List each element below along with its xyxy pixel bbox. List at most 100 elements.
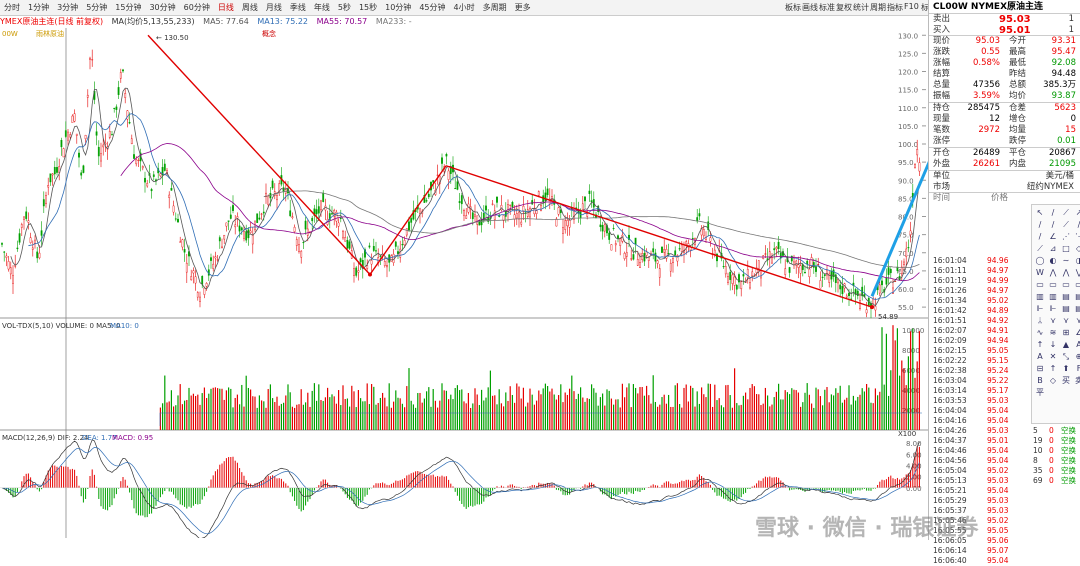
draw-tool-icon[interactable]: ⋀ <box>1062 268 1070 277</box>
draw-tool-icon[interactable]: ◇ <box>1049 376 1057 385</box>
draw-tool-icon[interactable]: ▤ <box>1075 304 1080 313</box>
period-tab[interactable]: 更多 <box>514 3 531 12</box>
toolbar-button[interactable]: 复权 <box>836 3 852 12</box>
draw-tool-icon[interactable]: ≋ <box>1049 328 1057 337</box>
draw-tool-icon[interactable]: ↖ <box>1036 208 1044 217</box>
draw-tool-icon[interactable]: ▤ <box>1062 292 1070 301</box>
draw-tool-icon[interactable]: ⟋ <box>1037 244 1043 253</box>
draw-tool-icon[interactable]: □ <box>1062 244 1070 253</box>
period-tab[interactable]: 15分钟 <box>115 3 142 12</box>
toolbar-button[interactable]: F10 <box>904 2 919 11</box>
toolbar-button[interactable]: 周期 <box>870 3 886 12</box>
draw-tool-icon[interactable]: ⋎ <box>1050 316 1056 325</box>
draw-tool-icon[interactable]: ◑ <box>1075 256 1080 265</box>
chart-svg[interactable]: 130.0 125.0 120.0 115.0 110.0 105.0 100.0 95.0 9… <box>0 28 958 540</box>
toolbar-button[interactable]: 指标 <box>887 3 903 12</box>
period-tab[interactable]: 1分钟 <box>28 3 50 12</box>
draw-tool-icon[interactable]: A <box>1037 352 1043 361</box>
toolbar-button[interactable]: 板标 <box>785 3 801 12</box>
draw-tool-icon[interactable]: ⋎ <box>1076 316 1080 325</box>
draw-tool-icon[interactable]: ⊩ <box>1049 304 1057 313</box>
period-tab[interactable]: 5分钟 <box>86 3 108 12</box>
volume-bar <box>804 392 806 430</box>
draw-tool-icon[interactable]: ▭ <box>1049 280 1057 289</box>
draw-tool-icon[interactable]: ∠ <box>1075 328 1080 337</box>
draw-tool-icon[interactable]: ▤ <box>1075 292 1080 301</box>
draw-tool-icon[interactable]: ↗ <box>1075 208 1080 217</box>
draw-tool-icon[interactable]: / <box>1038 232 1042 241</box>
draw-tool-icon[interactable]: ⊕ <box>1075 352 1080 361</box>
draw-tool-icon[interactable]: ⋱ <box>1075 232 1080 241</box>
candle-body <box>172 205 175 213</box>
period-tab[interactable]: 45分钟 <box>419 3 446 12</box>
tick-time: 16:03:04 <box>933 376 967 385</box>
period-tab[interactable]: 30分钟 <box>149 3 176 12</box>
toolbar-button[interactable]: 统计 <box>853 3 869 12</box>
draw-tool-icon[interactable]: ⋰ <box>1062 232 1070 241</box>
draw-tool-icon[interactable]: ⋎ <box>1063 316 1069 325</box>
period-tab[interactable]: 日线 <box>217 3 234 12</box>
draw-tool-icon[interactable]: ▥ <box>1049 292 1057 301</box>
draw-tool-icon[interactable]: W <box>1036 268 1044 277</box>
volume-bar <box>676 383 678 430</box>
candle-body <box>16 247 19 250</box>
period-tab[interactable]: 周线 <box>241 3 258 12</box>
draw-tool-icon[interactable]: ∠ <box>1049 232 1057 241</box>
draw-tool-icon[interactable]: ∼ <box>1062 256 1070 265</box>
draw-tool-icon[interactable]: ✕ <box>1049 352 1057 361</box>
draw-tool-icon[interactable]: ∕ <box>1077 220 1080 229</box>
draw-tool-icon[interactable]: ∕ <box>1051 220 1055 229</box>
draw-tool-icon[interactable]: ↑ <box>1049 364 1057 373</box>
toolbar-button[interactable]: 标准 <box>819 3 835 12</box>
draw-tool-icon[interactable]: ᛦ <box>1037 316 1043 325</box>
draw-tool-icon[interactable]: ⟋ <box>1063 220 1069 229</box>
draw-tool-icon[interactable]: ⋀ <box>1049 268 1057 277</box>
period-tab[interactable]: 月线 <box>265 3 282 12</box>
draw-tool-icon[interactable]: ↑ <box>1036 340 1044 349</box>
draw-tool-icon[interactable]: A <box>1076 340 1080 349</box>
draw-tool-icon[interactable]: ▭ <box>1036 280 1044 289</box>
candle-body <box>852 282 855 286</box>
volume-bar <box>500 403 502 430</box>
period-tab[interactable]: 15秒 <box>358 3 378 12</box>
draw-tool-icon[interactable] <box>1047 387 1059 398</box>
draw-tool-icon[interactable]: ⤡ <box>1062 352 1070 361</box>
draw-tool-icon[interactable]: ◯ <box>1035 256 1045 265</box>
draw-tool-icon[interactable]: 卖 <box>1075 376 1080 385</box>
period-tab[interactable]: 季线 <box>289 3 306 12</box>
period-tab[interactable]: 5秒 <box>337 3 351 12</box>
draw-tool-icon[interactable]: ⟋ <box>1063 208 1069 217</box>
chart-area[interactable]: 130.0 125.0 120.0 115.0 110.0 105.0 100.0 95.0 9… <box>0 28 958 540</box>
draw-tool-icon[interactable]: ▥ <box>1036 292 1044 301</box>
draw-tool-icon[interactable]: ▭ <box>1062 280 1070 289</box>
draw-tool-icon[interactable]: ⊞ <box>1062 328 1070 337</box>
period-tab[interactable]: 3分钟 <box>57 3 79 12</box>
draw-tool-icon[interactable]: ⋁ <box>1075 268 1080 277</box>
draw-tool-icon[interactable]: B <box>1037 376 1043 385</box>
period-tab[interactable]: 10分钟 <box>385 3 412 12</box>
draw-tool-icon[interactable]: F <box>1076 364 1080 373</box>
draw-tool-icon[interactable]: ⬆ <box>1062 364 1070 373</box>
draw-tool-icon[interactable]: ▤ <box>1062 304 1070 313</box>
draw-tool-icon[interactable]: ⊟ <box>1036 364 1044 373</box>
period-tab[interactable]: 4小时 <box>453 3 475 12</box>
draw-tool-icon[interactable]: ▭ <box>1075 280 1080 289</box>
draw-tool-icon[interactable]: ⊩ <box>1036 304 1044 313</box>
draw-tool-icon[interactable]: ◐ <box>1049 256 1057 265</box>
quote-row: 涨幅 0.58% 最低 92.08 <box>929 58 1080 69</box>
period-tab[interactable]: 分时 <box>4 3 20 12</box>
draw-tool-icon[interactable]: ↓ <box>1049 340 1057 349</box>
draw-tool-icon[interactable]: ∿ <box>1036 328 1044 337</box>
toolbar-button[interactable]: 画线 <box>802 3 818 12</box>
period-tab[interactable]: 多周期 <box>482 3 507 12</box>
draw-tool-icon[interactable]: ▲ <box>1062 340 1070 349</box>
draw-tool-icon[interactable]: 买 <box>1062 376 1070 385</box>
draw-tool-icon[interactable]: ∕ <box>1038 220 1042 229</box>
draw-tools-palette[interactable]: ↖ ∕ ⟋ ↗ ∕ ∕ ⟋ ∕ / ∠ ⋰ ⋱ ⟋ ⊿ □ ◇ ◯ ◐ ∼ ◑ W ⋀ ⋀ ⋁ ▭ ▭ ▭ ▭ ▥ ▥ ▤ ▤ ⊩ ⊩ ▤ ▤ ᛦ ⋎ ⋎ ⋎… <box>1031 204 1080 424</box>
draw-tool-icon[interactable]: ⊿ <box>1049 244 1057 253</box>
period-tab[interactable]: 年线 <box>313 3 330 12</box>
draw-tool-icon[interactable]: ∕ <box>1051 208 1055 217</box>
draw-tool-icon[interactable]: ◇ <box>1075 244 1080 253</box>
draw-tool-icon[interactable]: 平 <box>1036 388 1044 397</box>
period-tab[interactable]: 60分钟 <box>183 3 210 12</box>
